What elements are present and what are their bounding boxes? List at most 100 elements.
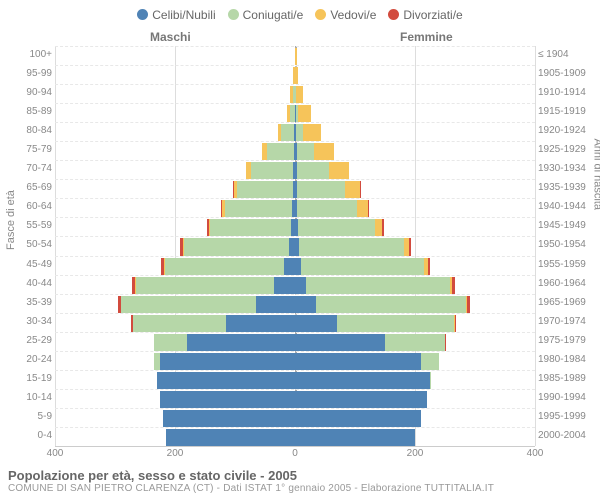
bar-segment-m bbox=[187, 334, 295, 351]
birth-label: 1935-1939 bbox=[538, 179, 598, 197]
bar-segment-f bbox=[382, 219, 384, 236]
bar-segment-f bbox=[303, 124, 321, 141]
legend-item: Coniugati/e bbox=[228, 8, 304, 22]
age-label: 70-74 bbox=[0, 160, 52, 178]
bar-segment-f bbox=[299, 238, 404, 255]
bar-segment-f bbox=[368, 200, 369, 217]
bar-segment-f bbox=[296, 86, 303, 103]
bar-segment-f bbox=[295, 429, 415, 446]
bar-segment-f bbox=[360, 181, 361, 198]
pyramid-row bbox=[55, 275, 535, 295]
bar-segment-m bbox=[287, 105, 291, 122]
bar-segment-f bbox=[295, 67, 298, 84]
bar-segment-m bbox=[180, 238, 182, 255]
bar-segment-m bbox=[267, 143, 294, 160]
bar-segment-f bbox=[295, 410, 421, 427]
bar-segment-m bbox=[160, 391, 295, 408]
legend-item: Vedovi/e bbox=[315, 8, 376, 22]
x-tick-label: 200 bbox=[167, 448, 184, 459]
bar-segment-m bbox=[161, 258, 163, 275]
bar-segment-f bbox=[295, 315, 337, 332]
bar-segment-f bbox=[297, 162, 328, 179]
age-label: 5-9 bbox=[0, 408, 52, 426]
pyramid-row bbox=[55, 160, 535, 180]
label-maschi: Maschi bbox=[150, 30, 191, 44]
bar-segment-f bbox=[295, 277, 306, 294]
age-label: 35-39 bbox=[0, 294, 52, 312]
bar-segment-f bbox=[295, 353, 421, 370]
age-label: 100+ bbox=[0, 46, 52, 64]
age-label: 50-54 bbox=[0, 236, 52, 254]
bar-segment-m bbox=[133, 315, 226, 332]
x-tick-label: 400 bbox=[47, 448, 64, 459]
birth-label: 1925-1929 bbox=[538, 141, 598, 159]
bar-segment-m bbox=[136, 277, 274, 294]
bar-segment-m bbox=[225, 200, 292, 217]
bar-segment-m bbox=[251, 162, 293, 179]
bar-segment-f bbox=[295, 372, 430, 389]
birth-label: 1950-1954 bbox=[538, 236, 598, 254]
age-label: 40-44 bbox=[0, 275, 52, 293]
grid-line bbox=[535, 46, 536, 446]
bar-segment-f bbox=[296, 124, 303, 141]
bar-segment-m bbox=[164, 258, 165, 275]
pyramid-row bbox=[55, 313, 535, 333]
birth-label: 1995-1999 bbox=[538, 408, 598, 426]
pyramid-row bbox=[55, 122, 535, 142]
bar-segment-m bbox=[132, 277, 135, 294]
bar-segment-m bbox=[163, 410, 295, 427]
bar-segment-m bbox=[221, 200, 222, 217]
age-label: 90-94 bbox=[0, 84, 52, 102]
bar-segment-m bbox=[157, 372, 295, 389]
birth-label: 1915-1919 bbox=[538, 103, 598, 121]
age-label: 85-89 bbox=[0, 103, 52, 121]
x-tick-label: 200 bbox=[407, 448, 424, 459]
bar-segment-m bbox=[166, 429, 295, 446]
age-label: 45-49 bbox=[0, 256, 52, 274]
bar-segment-f bbox=[455, 315, 457, 332]
bar-segment-m bbox=[164, 258, 284, 275]
birth-label: 1965-1969 bbox=[538, 294, 598, 312]
bar-segment-f bbox=[337, 315, 454, 332]
pyramid-row bbox=[55, 370, 535, 390]
bar-segment-m bbox=[262, 143, 267, 160]
pyramid-row bbox=[55, 351, 535, 371]
pyramid-row bbox=[55, 294, 535, 314]
bar-segment-m bbox=[234, 181, 238, 198]
legend-dot bbox=[228, 9, 239, 20]
bar-segment-m bbox=[210, 219, 291, 236]
bar-segment-m bbox=[281, 124, 294, 141]
bar-segment-m bbox=[290, 86, 294, 103]
age-label: 95-99 bbox=[0, 65, 52, 83]
age-label: 60-64 bbox=[0, 198, 52, 216]
legend-item: Divorziati/e bbox=[388, 8, 462, 22]
pyramid-row bbox=[55, 65, 535, 85]
birth-label: 1905-1909 bbox=[538, 65, 598, 83]
bar-segment-m bbox=[278, 124, 282, 141]
bar-segment-f bbox=[467, 296, 470, 313]
age-label: 15-19 bbox=[0, 370, 52, 388]
bar-segment-f bbox=[306, 277, 450, 294]
bar-segment-f bbox=[297, 181, 345, 198]
birth-label: 1945-1949 bbox=[538, 217, 598, 235]
bar-segment-f bbox=[295, 334, 385, 351]
pyramid-row bbox=[55, 256, 535, 276]
age-label: 30-34 bbox=[0, 313, 52, 331]
bar-segment-f bbox=[375, 219, 382, 236]
x-tick-label: 400 bbox=[527, 448, 544, 459]
bar-segment-f bbox=[430, 372, 431, 389]
age-label: 20-24 bbox=[0, 351, 52, 369]
bar-segment-f bbox=[297, 143, 314, 160]
bar-segment-m bbox=[246, 162, 251, 179]
chart-subtitle: COMUNE DI SAN PIETRO CLARENZA (CT) - Dat… bbox=[8, 483, 494, 494]
bar-segment-f bbox=[445, 334, 446, 351]
bar-segment-f bbox=[298, 219, 375, 236]
bar-segment-f bbox=[357, 200, 368, 217]
bar-segment-f bbox=[295, 48, 297, 65]
bar-segment-m bbox=[118, 296, 121, 313]
y-labels-age: 100+95-9990-9485-8980-8475-7970-7465-696… bbox=[0, 46, 52, 446]
legend-dot bbox=[137, 9, 148, 20]
birth-label: 1955-1959 bbox=[538, 256, 598, 274]
bar-segment-f bbox=[316, 296, 466, 313]
pyramid-row bbox=[55, 332, 535, 352]
